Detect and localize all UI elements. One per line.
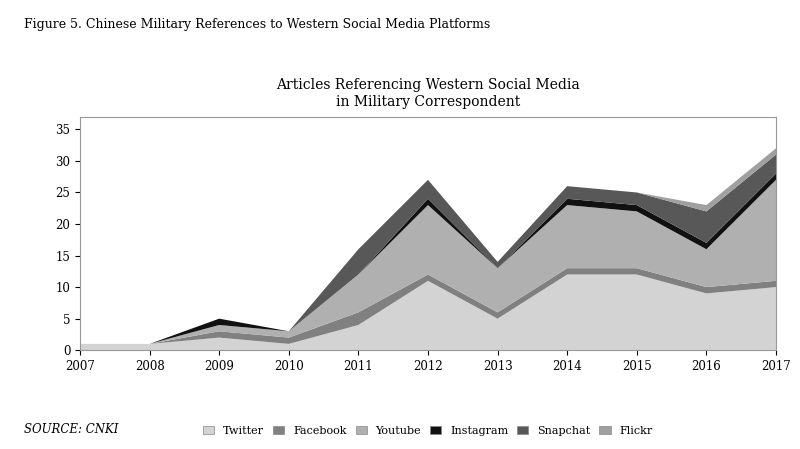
Title: Articles Referencing Western Social Media
in Military Correspondent: Articles Referencing Western Social Medi… xyxy=(276,79,580,109)
Text: SOURCE: CNKI: SOURCE: CNKI xyxy=(24,423,118,436)
Legend: Twitter, Facebook, Youtube, Instagram, Snapchat, Flickr: Twitter, Facebook, Youtube, Instagram, S… xyxy=(199,421,657,440)
Text: Figure 5. Chinese Military References to Western Social Media Platforms: Figure 5. Chinese Military References to… xyxy=(24,18,490,31)
